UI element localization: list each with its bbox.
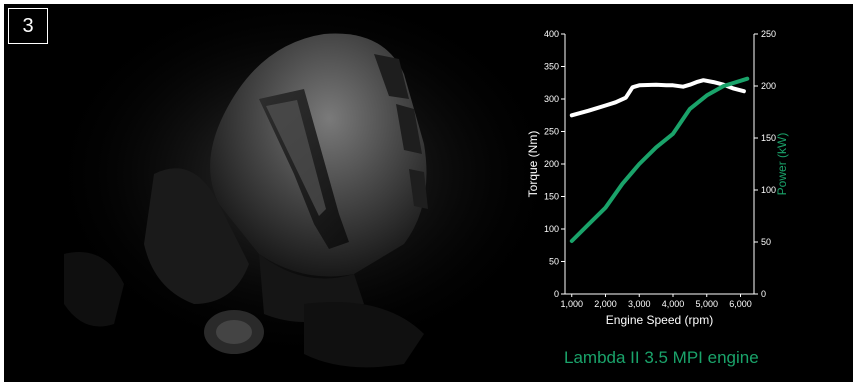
y2-axis-title: Power (kW): [775, 133, 789, 196]
x-axis-title: Engine Speed (rpm): [606, 313, 713, 327]
y-tick-label: 50: [549, 257, 559, 267]
torque-power-chart: 0 50 100 150 200 250 300 350 400 0 50 100 150 200 250 1…: [526, 29, 789, 327]
x-tick-label: 4,000: [662, 299, 685, 309]
y2-tick-label: 50: [761, 237, 771, 247]
y2-tick-label: 200: [761, 81, 776, 91]
x-tick-label: 1,000: [560, 299, 583, 309]
torque-series-line: [569, 78, 746, 118]
x-tick-label: 2,000: [594, 299, 617, 309]
y-tick-label: 150: [544, 192, 559, 202]
y-tick-label: 0: [554, 289, 559, 299]
y-tick-label: 200: [544, 159, 559, 169]
power-series-line: [569, 76, 750, 243]
y2-tick-label: 100: [761, 185, 776, 195]
figure-frame: 3 0 50 100 150 200 250 300 350 400 0 50 100 150 200 25…: [4, 4, 853, 382]
y2-tick-label: 0: [761, 289, 766, 299]
x-tick-label: 6,000: [729, 299, 752, 309]
y2-tick-label: 150: [761, 133, 776, 143]
figure-number-badge: 3: [8, 8, 48, 44]
y-axis-title: Torque (Nm): [526, 131, 540, 198]
engine-photo: [44, 4, 564, 368]
y2-tick-label: 250: [761, 29, 776, 39]
y-tick-label: 350: [544, 62, 559, 72]
y-tick-label: 300: [544, 94, 559, 104]
x-tick-label: 5,000: [695, 299, 718, 309]
y-tick-label: 400: [544, 29, 559, 39]
x-tick-label: 3,000: [628, 299, 651, 309]
y-tick-label: 250: [544, 127, 559, 137]
y-tick-label: 100: [544, 224, 559, 234]
figure-caption: Lambda II 3.5 MPI engine: [564, 348, 759, 367]
